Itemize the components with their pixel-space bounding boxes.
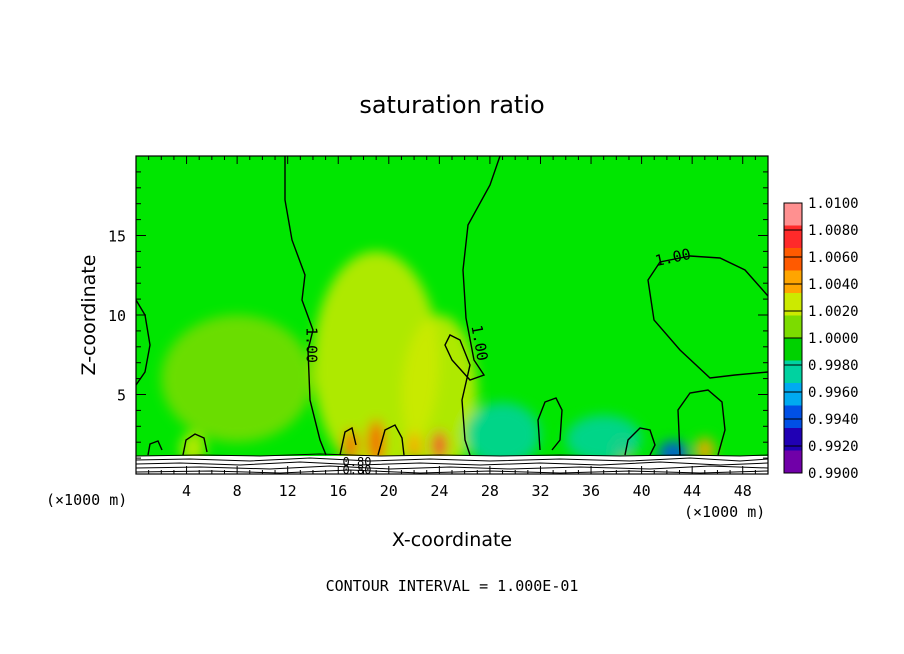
x-unit-right: (×1000 m) — [684, 503, 765, 521]
contour-1-right — [444, 156, 501, 456]
contour-label: 1.00 — [467, 324, 491, 363]
field-blob — [161, 315, 313, 443]
field-blob — [367, 419, 386, 465]
colorbar-label: 1.0100 — [808, 196, 859, 212]
field-blob — [431, 431, 447, 460]
colorbar-label: 0.9980 — [808, 358, 859, 374]
contour-cell-g — [339, 426, 357, 456]
ground-contours — [136, 453, 768, 474]
y-axis-label: Z-coordinate — [78, 255, 100, 376]
y-axis: 5 10 15 — [108, 171, 768, 459]
colorbar-segment — [784, 270, 802, 293]
colorbar-label: 1.0020 — [808, 304, 859, 320]
colorbar-segment — [784, 293, 802, 316]
x-tick-label: 40 — [633, 482, 651, 500]
colorbar-segment — [784, 450, 802, 473]
colorbar-label: 1.0060 — [808, 250, 859, 266]
colorbar-segment — [784, 338, 802, 361]
contour-cell-d — [182, 433, 208, 456]
colorbar-label: 0.9920 — [808, 439, 859, 455]
x-tick-label: 32 — [531, 482, 549, 500]
contour-label: 1.00 — [303, 327, 321, 363]
x-tick-label: 16 — [329, 482, 347, 500]
x-tick-label: 28 — [481, 482, 499, 500]
contour-cell-f — [377, 424, 405, 456]
contour-1-left — [284, 156, 327, 456]
y-tick-label: 15 — [108, 228, 126, 246]
x-axis-label: X-coordinate — [392, 529, 512, 551]
colorbar-segment — [784, 225, 802, 248]
colorbar-segment — [784, 203, 802, 226]
colorbar-label: 1.0080 — [808, 223, 859, 239]
colorbar-segment — [784, 383, 802, 406]
colorbar-label: 1.0040 — [808, 277, 859, 293]
chart-title: saturation ratio — [359, 91, 544, 119]
colorbar-label: 1.0000 — [808, 331, 859, 347]
contour-cell-e — [147, 440, 163, 456]
colorbar-segment — [784, 428, 802, 451]
colorbar-label: 0.9960 — [808, 385, 859, 401]
colorbar-label: 0.9900 — [808, 466, 859, 482]
contour-lines — [136, 156, 768, 456]
colorbar-segment — [784, 248, 802, 271]
x-tick-label: 8 — [233, 482, 242, 500]
x-tick-label: 36 — [582, 482, 600, 500]
x-tick-label: 24 — [430, 482, 448, 500]
y-tick-label: 10 — [108, 307, 126, 325]
x-unit-left: (×1000 m) — [46, 491, 127, 509]
x-tick-label: 4 — [182, 482, 191, 500]
y-tick-label: 5 — [117, 387, 126, 405]
field-blob — [401, 315, 478, 474]
colorbar-segment — [784, 315, 802, 338]
contour-cell-b — [677, 389, 726, 456]
field-blob — [406, 432, 422, 462]
x-tick-label: 20 — [380, 482, 398, 500]
colorbar-segment — [784, 360, 802, 383]
contour-cell-c — [624, 427, 656, 456]
contour-label: 0.80 — [343, 463, 372, 477]
contour-label: 0.80 — [343, 455, 372, 469]
colorbar-label: 0.9940 — [808, 412, 859, 428]
contour-interval-note: CONTOUR INTERVAL = 1.000E-01 — [326, 577, 579, 595]
x-axis: 4 8 12 16 20 24 28 32 36 40 44 48 — [148, 156, 756, 500]
contour-1-west — [136, 299, 151, 386]
field-blob — [464, 402, 541, 467]
colorbar: 1.0100 1.0080 1.0060 1.0040 1.0020 1.0000 0.99… — [783, 196, 859, 482]
x-tick-label: 48 — [734, 482, 752, 500]
contour-cell-a — [537, 397, 563, 451]
x-tick-label: 44 — [683, 482, 701, 500]
colorbar-segment — [784, 405, 802, 428]
contour-1-east — [647, 255, 768, 379]
field-blob — [565, 415, 642, 463]
x-tick-label: 12 — [279, 482, 297, 500]
